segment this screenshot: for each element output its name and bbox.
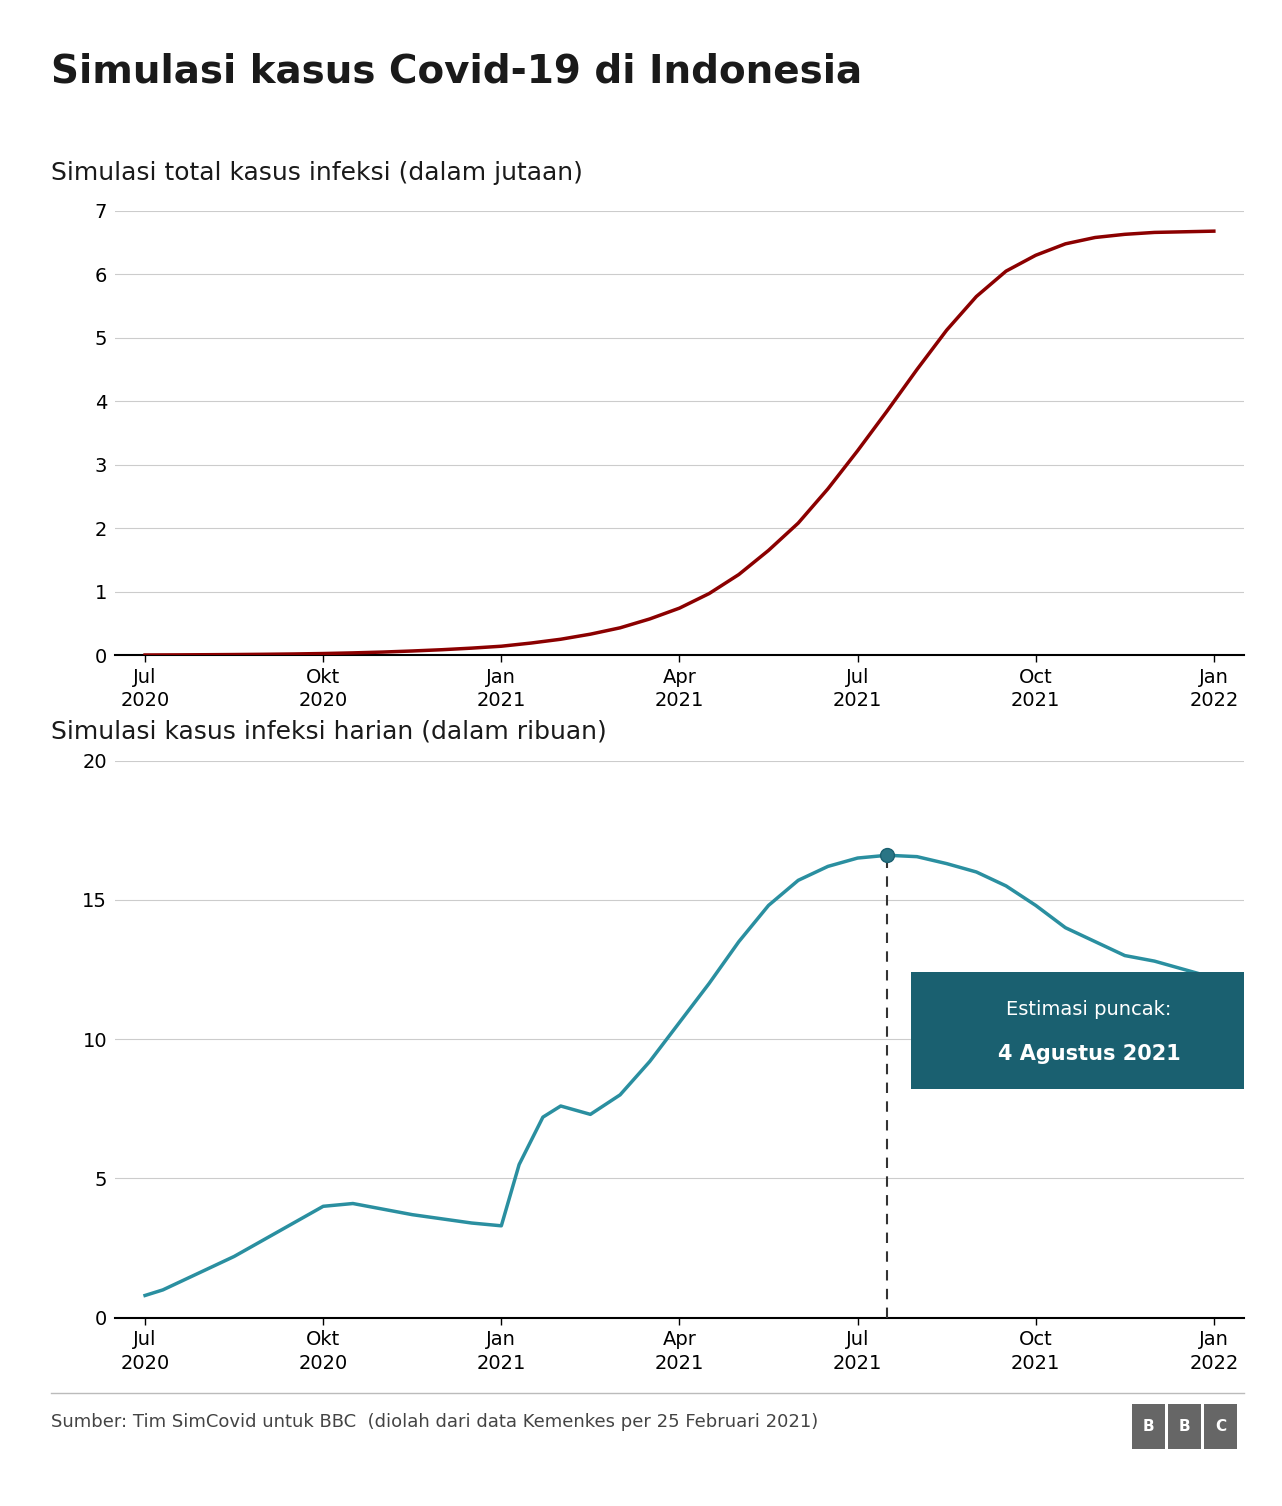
Text: Simulasi kasus infeksi harian (dalam ribuan): Simulasi kasus infeksi harian (dalam rib… bbox=[51, 720, 608, 744]
FancyBboxPatch shape bbox=[912, 973, 1268, 1089]
Text: 4 Agustus 2021: 4 Agustus 2021 bbox=[997, 1044, 1181, 1065]
Text: Simulasi total kasus infeksi (dalam jutaan): Simulasi total kasus infeksi (dalam juta… bbox=[51, 161, 583, 185]
Text: B: B bbox=[1142, 1419, 1155, 1434]
Text: Sumber: Tim SimCovid untuk BBC  (diolah dari data Kemenkes per 25 Februari 2021): Sumber: Tim SimCovid untuk BBC (diolah d… bbox=[51, 1413, 818, 1431]
Text: Estimasi puncak:: Estimasi puncak: bbox=[1006, 1000, 1172, 1020]
Text: B: B bbox=[1178, 1419, 1191, 1434]
Text: Simulasi kasus Covid-19 di Indonesia: Simulasi kasus Covid-19 di Indonesia bbox=[51, 53, 863, 90]
Text: C: C bbox=[1215, 1419, 1226, 1434]
